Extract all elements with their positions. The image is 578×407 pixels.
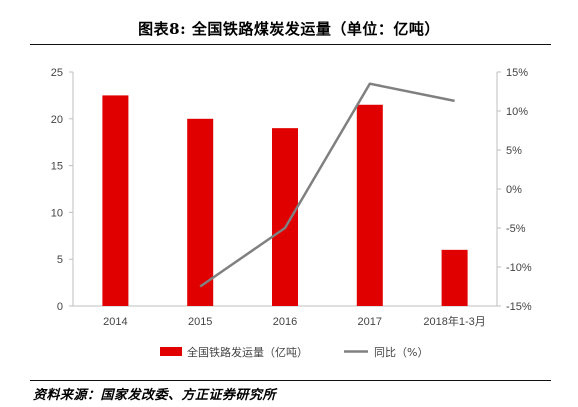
bar-series [102, 95, 468, 307]
y-right-tick-label: 15% [506, 67, 528, 79]
y-right-tick-label: 5% [506, 145, 522, 157]
y-left-tick-label: 0 [57, 301, 63, 313]
y-left-tick-label: 25 [51, 67, 63, 79]
bar [102, 95, 129, 307]
y-right-tick-label: -15% [506, 301, 532, 313]
y-right-tick-label: -5% [506, 223, 526, 235]
y-right-tick-label: 0% [506, 184, 522, 196]
y-right-tick-label: -10% [506, 262, 532, 274]
legend-bar-label: 全国铁路发运量（亿吨） [187, 345, 308, 359]
x-tick-label: 2017 [358, 316, 382, 328]
y-left-tick-label: 10 [51, 207, 63, 219]
chart-title: 图表8: 全国铁路煤炭发运量（单位：亿吨） [138, 20, 440, 38]
source-note: 资料来源：国家发改委、方正证券研究所 [33, 388, 277, 403]
bar [187, 118, 214, 306]
title-rule [30, 44, 551, 45]
bar [441, 249, 468, 306]
x-tick-label: 2016 [273, 316, 297, 328]
y-left-tick-label: 20 [51, 114, 63, 126]
bar [356, 104, 383, 306]
x-tick-label: 2018年1-3月 [423, 314, 485, 328]
tick-labels: 0 5 10 15 20 25 -15% -10% -5% 0% 5% 10% 15% 2014 2015 2… [51, 67, 532, 328]
x-tick-label: 2015 [188, 316, 212, 328]
chart-legend: 全国铁路发运量（亿吨） 同比（%） [160, 345, 428, 359]
yoy-line [199, 82, 455, 288]
legend-bar-swatch [160, 347, 182, 356]
source-rule [30, 380, 551, 381]
combo-chart: 0 5 10 15 20 25 -15% -10% -5% 0% 5% 10% 15% 2014 2015 2… [51, 67, 532, 359]
line-series [199, 82, 455, 288]
x-tick-label: 2014 [103, 316, 127, 328]
legend-line-label: 同比（%） [374, 346, 428, 359]
bar [272, 128, 298, 306]
y-left-tick-label: 5 [57, 254, 63, 266]
y-left-tick-label: 15 [51, 161, 63, 173]
y-right-tick-label: 10% [506, 106, 528, 118]
